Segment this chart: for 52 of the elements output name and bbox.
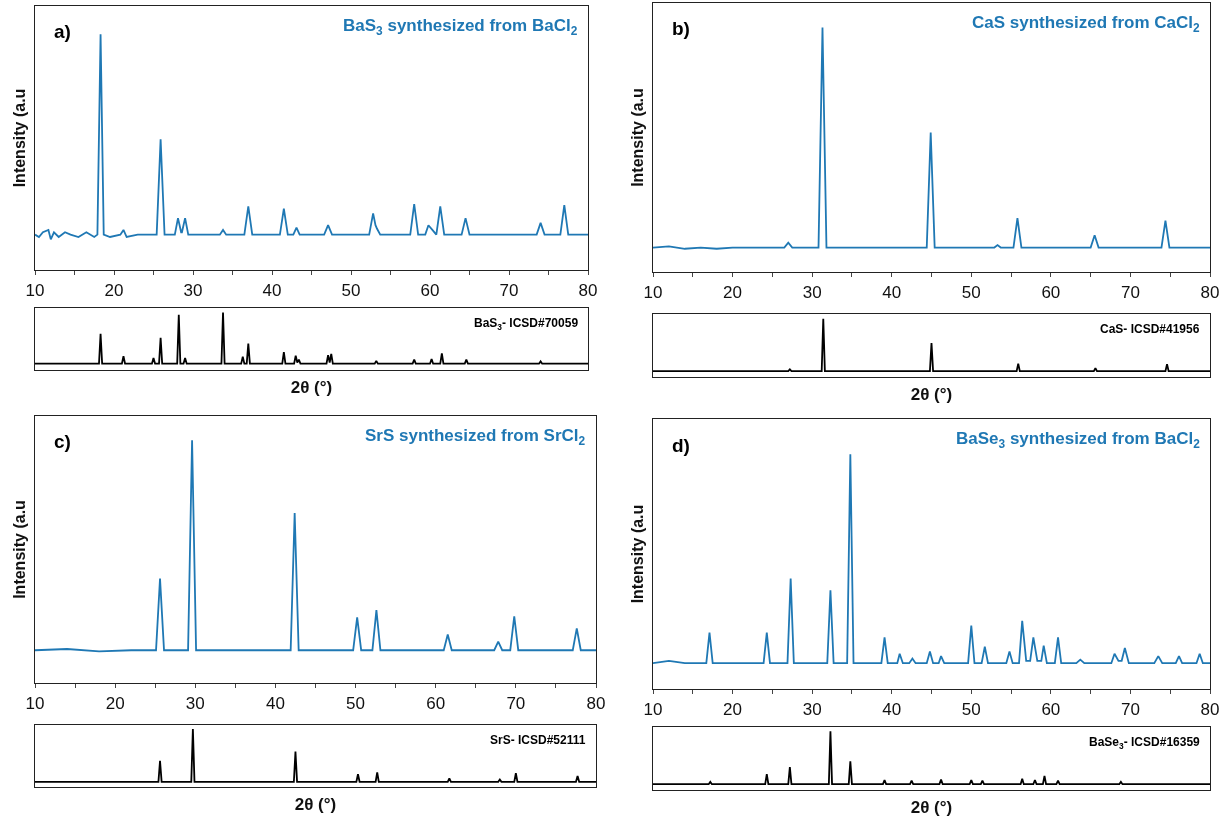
x-tick-label: 10	[25, 280, 45, 300]
x-tick-label: 80	[578, 280, 598, 300]
x-tick-label: 70	[506, 693, 526, 713]
text: BaSe$_{3}$- ICSD#16359	[1089, 735, 1201, 751]
x-tick-label: 30	[185, 693, 205, 713]
text: CaS synthesized from CaCl$_{2}$	[972, 13, 1201, 35]
annotation: b)	[672, 18, 690, 39]
x-tick-label: 60	[1041, 282, 1061, 302]
x-tick-label: 50	[961, 699, 981, 719]
x-tick-label: 30	[802, 699, 822, 719]
x-tick-label: 70	[499, 280, 519, 300]
y-axis-title: Intensity (a.u	[10, 500, 28, 599]
x-tick-label: 40	[265, 693, 285, 713]
x-axis-title: 2θ (°)	[910, 384, 953, 404]
x-tick-label: 30	[183, 280, 203, 300]
text: BaS$_{3}$- ICSD#70059	[474, 316, 579, 332]
x-tick-label: 10	[643, 699, 663, 719]
x-tick-label: 60	[420, 280, 440, 300]
y-axis-title: Intensity (a.u	[10, 88, 28, 188]
annotation: d)	[672, 435, 690, 456]
x-tick-label: 60	[426, 693, 446, 713]
x-tick-label: 10	[643, 282, 663, 302]
text: BaSe$_{3}$ synthesized from BaCl$_{2}$	[956, 429, 1201, 451]
x-tick-label: 40	[882, 282, 902, 302]
x-tick-label: 50	[961, 282, 981, 302]
text: CaS- ICSD#41956	[1100, 322, 1200, 336]
x-tick-label: 50	[341, 280, 361, 300]
x-tick-label: 50	[346, 693, 366, 713]
x-tick-label: 20	[105, 693, 125, 713]
text: SrS synthesized from SrCl$_{2}$	[365, 426, 586, 448]
x-tick-label: 40	[882, 699, 902, 719]
x-axis-title: 2θ (°)	[910, 797, 953, 817]
x-tick-label: 70	[1120, 699, 1140, 719]
x-tick-label: 20	[723, 282, 743, 302]
y-axis-title: Intensity (a.u	[628, 88, 646, 187]
x-tick-label: 20	[723, 699, 743, 719]
x-tick-label: 60	[1041, 699, 1061, 719]
x-tick-label: 40	[262, 280, 282, 300]
x-tick-label: 80	[1200, 699, 1220, 719]
x-axis-title: 2θ (°)	[290, 377, 333, 397]
annotation: a)	[54, 21, 71, 42]
text: SrS- ICSD#52111	[490, 733, 586, 747]
x-axis-title: 2θ (°)	[294, 794, 337, 814]
x-tick-label: 10	[25, 693, 45, 713]
x-tick-label: 20	[104, 280, 124, 300]
x-tick-label: 80	[586, 693, 606, 713]
x-tick-label: 70	[1120, 282, 1140, 302]
text: BaS$_{3}$ synthesized from BaCl$_{2}$	[343, 16, 578, 38]
x-tick-label: 80	[1200, 282, 1220, 302]
y-axis-title: Intensity (a.u	[628, 504, 646, 604]
x-tick-label: 30	[802, 282, 822, 302]
annotation: c)	[54, 431, 71, 452]
